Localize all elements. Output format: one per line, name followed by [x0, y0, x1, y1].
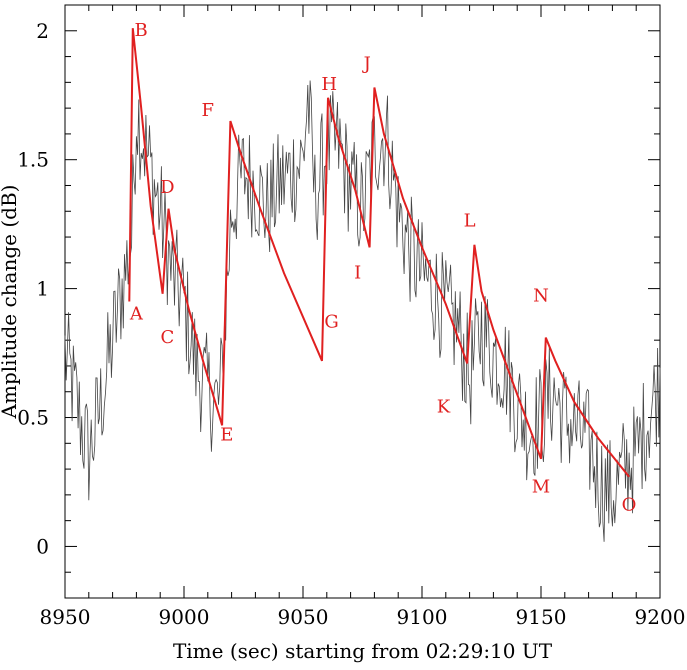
- point-label-N: N: [533, 286, 549, 307]
- point-label-I: I: [354, 262, 361, 283]
- x-axis-label: Time (sec) starting from 02:29:10 UT: [173, 639, 553, 663]
- point-label-B: B: [135, 20, 148, 41]
- tick-labels: 8950 9000 9050 9100 9150 9200 0 0.5 1 1.5 2: [17, 19, 685, 629]
- y-tick-label: 0.5: [17, 406, 49, 430]
- point-label-K: K: [437, 396, 451, 417]
- fitted-impulse-series: [128, 28, 630, 478]
- x-tick-label: 9150: [516, 605, 567, 629]
- point-label-F: F: [202, 100, 215, 121]
- x-tick-label: 9050: [278, 605, 329, 629]
- x-tick-label: 9000: [159, 605, 210, 629]
- x-tick-label: 9200: [635, 605, 686, 629]
- point-label-E: E: [220, 425, 233, 446]
- y-tick-label: 1: [36, 277, 49, 301]
- point-label-D: D: [160, 177, 174, 198]
- y-axis-label: Amplitude change (dB): [0, 185, 21, 420]
- point-label-C: C: [160, 327, 174, 348]
- y-tick-label: 0: [36, 534, 49, 558]
- y-tick-label: 2: [36, 19, 49, 43]
- point-label-L: L: [464, 211, 476, 232]
- x-tick-label: 9100: [397, 605, 448, 629]
- point-label-A: A: [129, 304, 144, 325]
- x-tick-label: 8950: [40, 605, 91, 629]
- plot-frame: [64, 4, 661, 599]
- noisy-amplitude-series: [64, 80, 661, 542]
- point-label-M: M: [532, 476, 550, 497]
- point-labels: A B C D E F G H I J K L M N O: [129, 20, 637, 515]
- tick-marks: [64, 4, 661, 599]
- point-label-G: G: [324, 311, 338, 332]
- y-tick-label: 1.5: [17, 148, 49, 172]
- point-label-J: J: [362, 53, 371, 74]
- point-label-H: H: [321, 74, 337, 95]
- point-label-O: O: [622, 494, 637, 515]
